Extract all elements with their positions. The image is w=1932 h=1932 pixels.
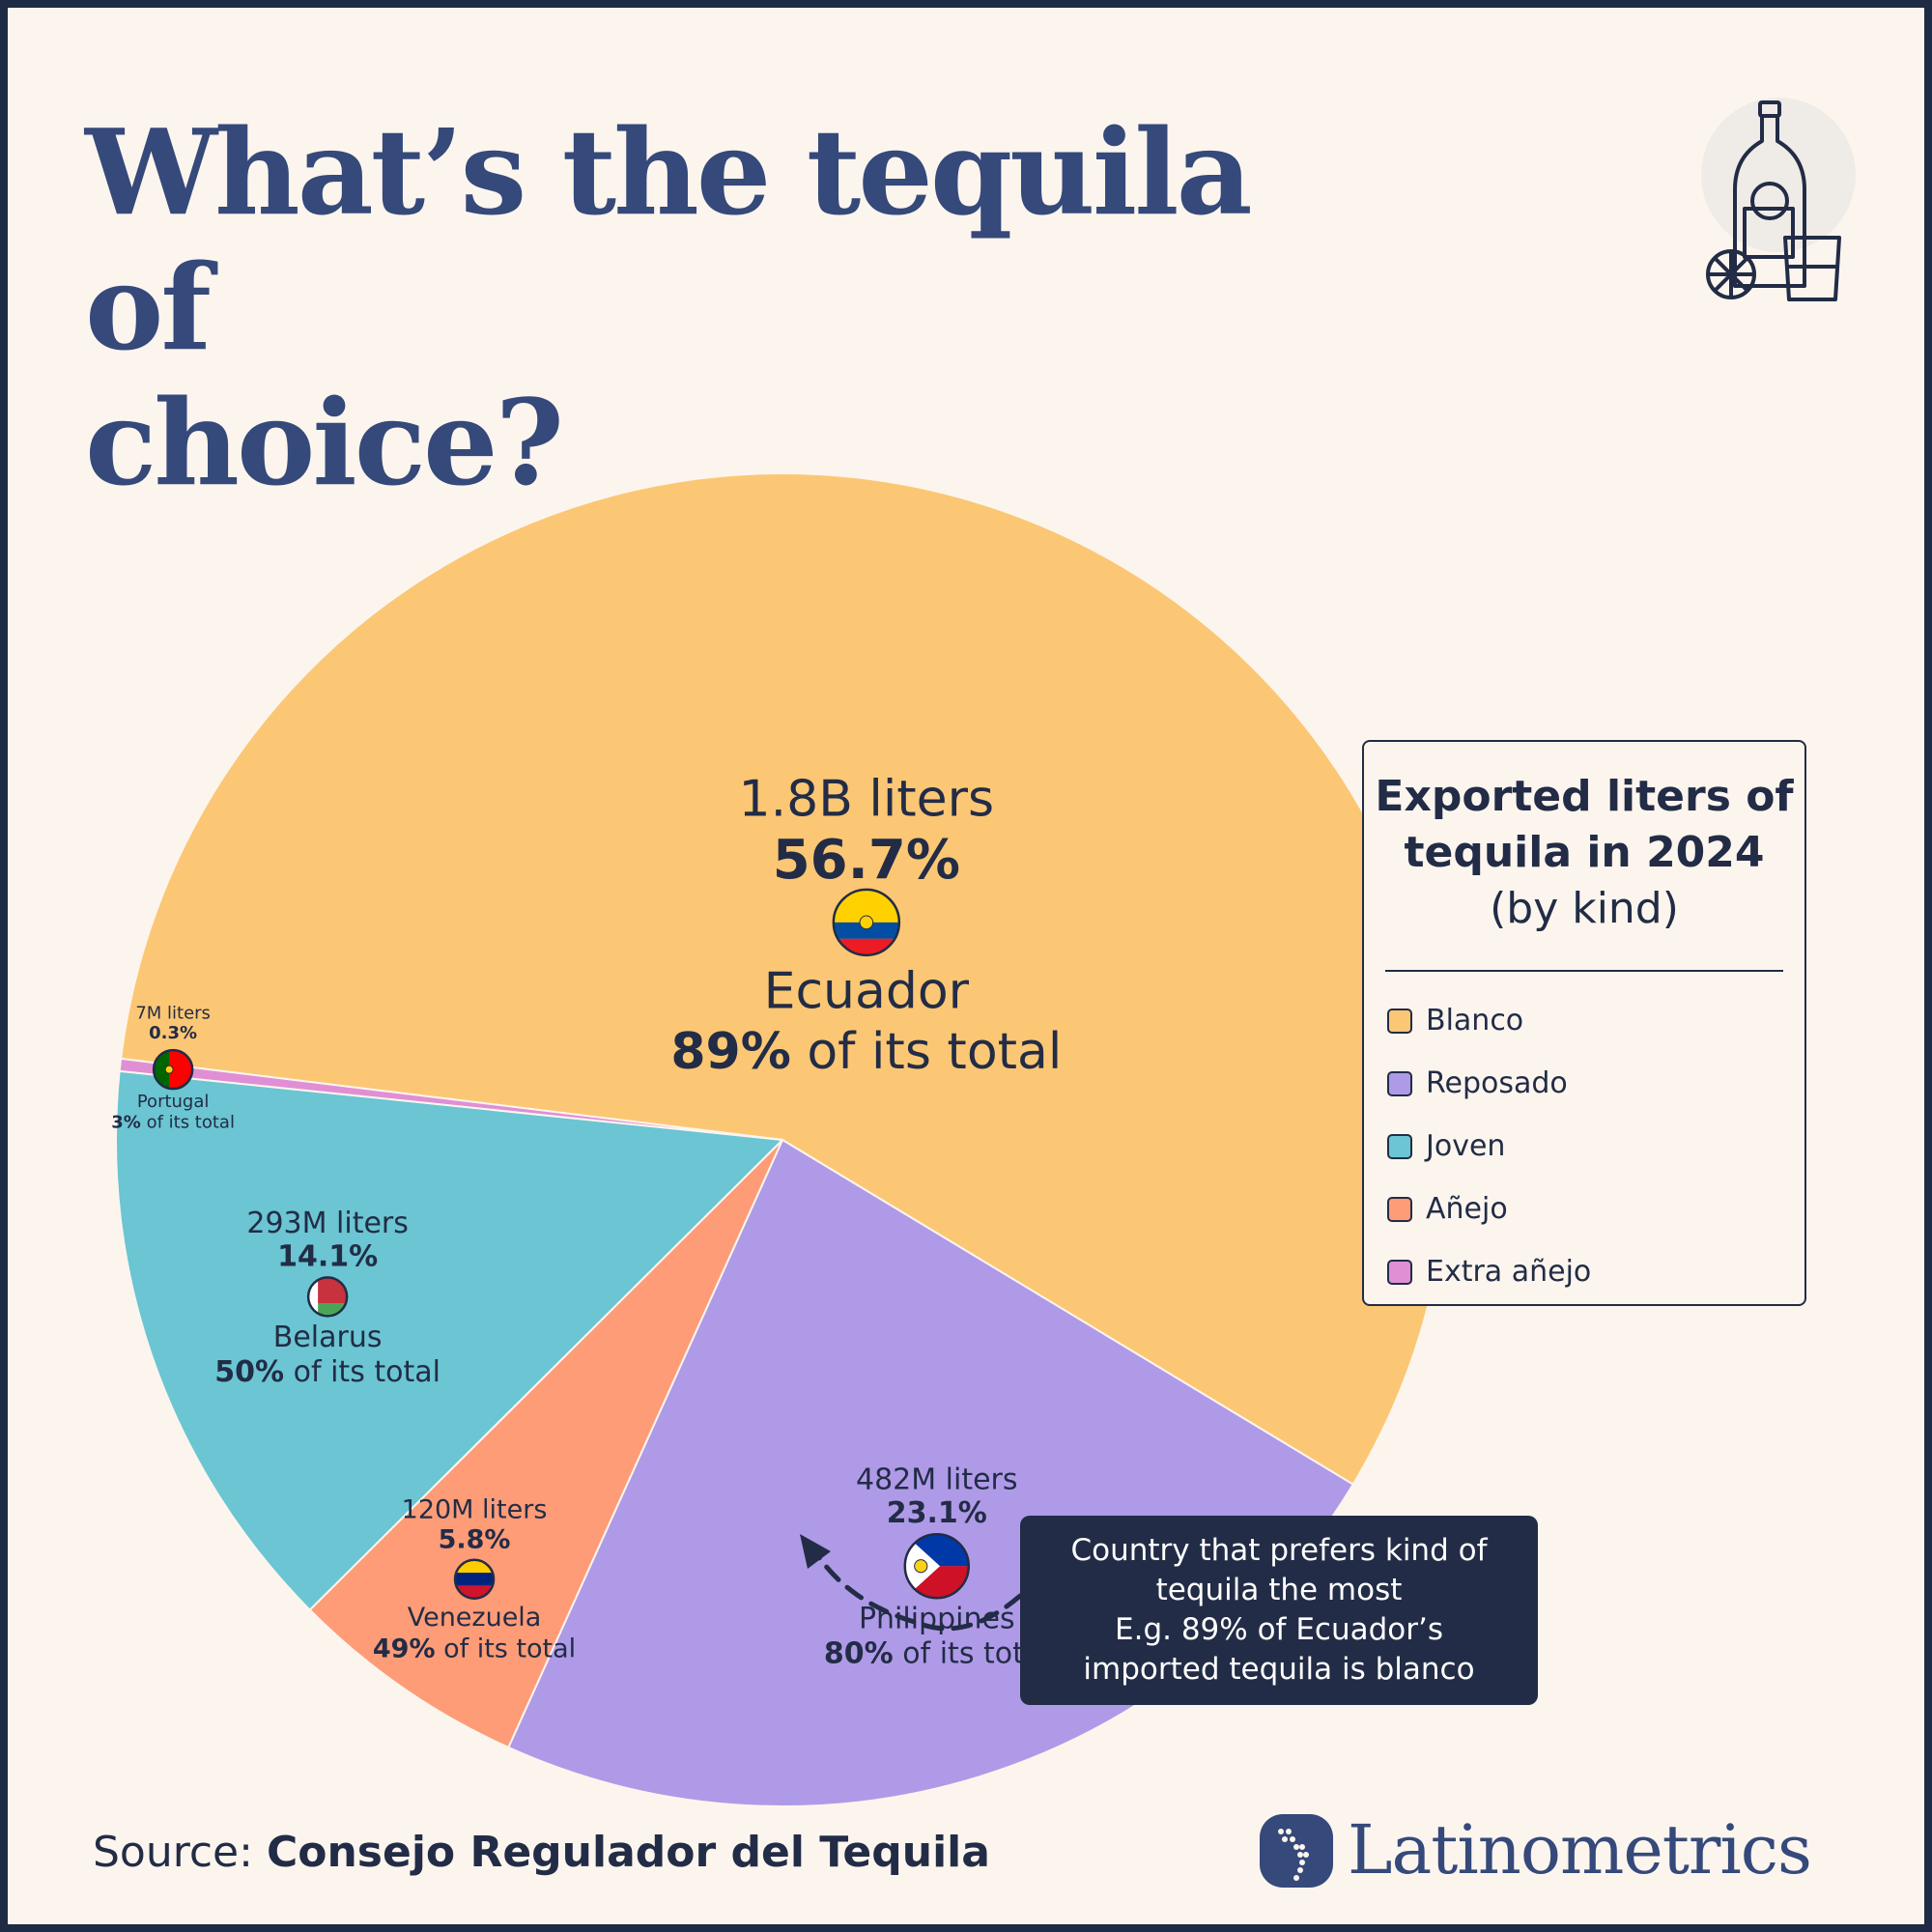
callout-line-4: imported tequila is blanco	[1083, 1652, 1475, 1687]
source-note: Source: Consejo Regulador del Tequila	[93, 1828, 990, 1877]
slice-liters-label: 482M liters	[856, 1463, 1018, 1497]
portugal-flag-icon	[152, 1048, 194, 1091]
pie-slice-joven	[115, 1069, 785, 1611]
legend-swatch	[1387, 1008, 1412, 1034]
slice-country-label: Belarus	[273, 1321, 383, 1354]
slice-country: Philippines	[859, 1603, 1015, 1636]
slice-liters: 1.8B liters	[739, 770, 995, 828]
legend-label: Joven	[1426, 1129, 1506, 1163]
legend-divider	[1385, 970, 1783, 972]
legend-item: Extra añejo	[1364, 1240, 1804, 1303]
slice-share-suffix: of its total	[284, 1355, 440, 1389]
slice-country: Portugal	[137, 1092, 210, 1112]
slice-liters-label: 120M liters	[402, 1495, 548, 1525]
legend-label: Reposado	[1426, 1066, 1568, 1100]
slice-country-label: Ecuador	[764, 962, 970, 1020]
slice-country: Venezuela	[408, 1603, 542, 1633]
slice-country-label: Venezuela	[408, 1603, 542, 1633]
legend-items: Blanco Reposado Joven Añejo Extra añejo	[1364, 989, 1804, 1303]
slice-country-share: 89%	[670, 1023, 790, 1081]
slice-percent: 14.1%	[277, 1239, 378, 1273]
slice-share: 49% of its total	[373, 1634, 576, 1663]
brand-name: Latinometrics	[1348, 1810, 1812, 1889]
legend-title-line-1: Exported liters of	[1375, 772, 1794, 821]
callout-line-2: tequila the most	[1155, 1573, 1403, 1607]
callout-line-3: E.g. 89% of Ecuador’s	[1115, 1612, 1443, 1647]
slice-percent-label: 14.1%	[277, 1239, 378, 1273]
slice-percent-label: 5.8%	[439, 1525, 511, 1555]
slice-country-label: Philippines	[859, 1603, 1015, 1636]
legend-label: Blanco	[1426, 1004, 1524, 1037]
slice-liters-label: 7M liters	[135, 1003, 211, 1023]
slice-share: 80% of its total	[824, 1637, 1050, 1671]
slice-country: Ecuador	[764, 962, 970, 1020]
source-prefix: Source:	[93, 1828, 267, 1877]
latinometrics-logo-icon	[1260, 1814, 1333, 1888]
slice-percent-label: 0.3%	[149, 1023, 197, 1043]
slice-country-share: 3%	[111, 1113, 141, 1133]
tequila-bottle-icon	[1701, 98, 1856, 301]
legend-item: Añejo	[1364, 1178, 1804, 1240]
slice-country-share: 49%	[373, 1634, 436, 1663]
belarus-flag-icon	[306, 1276, 349, 1318]
legend-swatch	[1387, 1133, 1412, 1159]
slice-liters: 293M liters	[246, 1207, 409, 1240]
page-title: What’s the tequila of choice?	[85, 104, 1341, 510]
slice-percent: 0.3%	[149, 1023, 197, 1043]
venezuela-flag-icon	[453, 1558, 496, 1600]
slice-share: 50% of its total	[214, 1355, 440, 1389]
legend-item: Reposado	[1364, 1052, 1804, 1115]
slice-country: Belarus	[273, 1321, 383, 1354]
pie-slice-anejo	[308, 1139, 783, 1749]
slice-percent-label: 56.7%	[773, 829, 960, 892]
legend-swatch	[1387, 1070, 1412, 1096]
title-line-2: choice?	[85, 373, 564, 512]
source-name: Consejo Regulador del Tequila	[266, 1828, 990, 1877]
legend-swatch	[1387, 1196, 1412, 1222]
slice-percent-label: 23.1%	[887, 1496, 987, 1530]
slice-country-label: Portugal	[137, 1092, 210, 1112]
legend-item: Joven	[1364, 1115, 1804, 1178]
legend-label: Añejo	[1426, 1192, 1508, 1226]
legend-title: Exported liters of tequila in 2024	[1364, 769, 1804, 881]
ecuador-flag-icon	[832, 888, 901, 957]
slice-percent: 56.7%	[773, 829, 960, 892]
slice-liters: 482M liters	[856, 1463, 1018, 1497]
slice-liters: 7M liters	[135, 1003, 211, 1023]
callout-box: Country that prefers kind of tequila the…	[1020, 1516, 1538, 1705]
slice-liters-label: 1.8B liters	[739, 770, 995, 828]
slice-country-share: 80%	[824, 1637, 894, 1671]
slice-share: 3% of its total	[111, 1113, 235, 1133]
pie-slice-extra-anejo	[118, 1057, 783, 1141]
slice-share: 89% of its total	[670, 1023, 1062, 1081]
slice-share-suffix: of its total	[436, 1634, 577, 1663]
slice-country-share: 50%	[214, 1355, 284, 1389]
title-line-1: What’s the tequila of	[85, 102, 1253, 377]
legend-swatch	[1387, 1259, 1412, 1285]
slice-percent: 23.1%	[887, 1496, 987, 1530]
slice-liters: 120M liters	[402, 1495, 548, 1525]
slice-share-suffix: of its total	[791, 1023, 1063, 1081]
legend: Exported liters of tequila in 2024 (by k…	[1362, 740, 1806, 1306]
legend-item: Blanco	[1364, 989, 1804, 1052]
slice-share-suffix: of its total	[141, 1113, 235, 1133]
brand-logo: Latinometrics	[1256, 1806, 1855, 1893]
slice-liters-label: 293M liters	[246, 1207, 409, 1240]
legend-title-line-2: tequila in 2024	[1404, 828, 1765, 877]
philippines-flag-icon	[903, 1532, 971, 1600]
callout-line-1: Country that prefers kind of	[1070, 1533, 1488, 1568]
legend-subtitle: (by kind)	[1490, 884, 1679, 933]
slice-percent: 5.8%	[439, 1525, 511, 1555]
legend-label: Extra añejo	[1426, 1255, 1592, 1289]
